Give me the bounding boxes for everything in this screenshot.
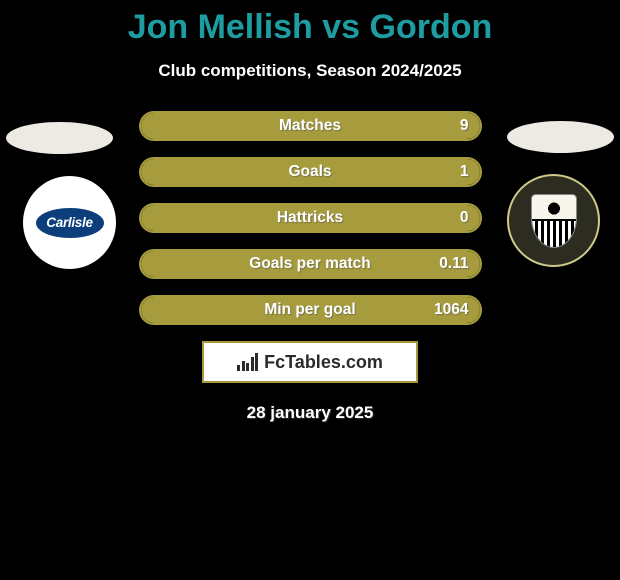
page-subtitle: Club competitions, Season 2024/2025 (0, 61, 620, 81)
stat-row-goals: Goals 1 (139, 157, 482, 187)
club-badge-right-shield-icon (531, 194, 577, 248)
brand-text: FcTables.com (264, 352, 383, 373)
club-badge-left: Carlisle (23, 176, 116, 269)
club-badge-right (507, 174, 600, 267)
stat-row-hattricks: Hattricks 0 (139, 203, 482, 233)
stat-label: Hattricks (277, 209, 343, 227)
stat-value: 1064 (434, 301, 468, 319)
stats-container: Matches 9 Goals 1 Hattricks 0 Goals per … (139, 111, 482, 325)
stat-value: 9 (460, 117, 469, 135)
stat-row-matches: Matches 9 (139, 111, 482, 141)
stat-label: Matches (279, 117, 341, 135)
stat-label: Min per goal (264, 301, 355, 319)
page-title: Jon Mellish vs Gordon (0, 0, 620, 47)
stat-label: Goals per match (249, 255, 370, 273)
stat-value: 1 (460, 163, 469, 181)
brand-box: FcTables.com (202, 341, 418, 383)
stat-label: Goals (288, 163, 331, 181)
player-left-disc (6, 122, 113, 154)
player-right-disc (507, 121, 614, 153)
date-label: 28 january 2025 (0, 403, 620, 423)
stat-row-goals-per-match: Goals per match 0.11 (139, 249, 482, 279)
stat-value: 0 (460, 209, 469, 227)
club-badge-left-label: Carlisle (36, 208, 104, 238)
stat-value: 0.11 (439, 255, 468, 273)
bars-icon (237, 353, 258, 371)
stat-row-min-per-goal: Min per goal 1064 (139, 295, 482, 325)
